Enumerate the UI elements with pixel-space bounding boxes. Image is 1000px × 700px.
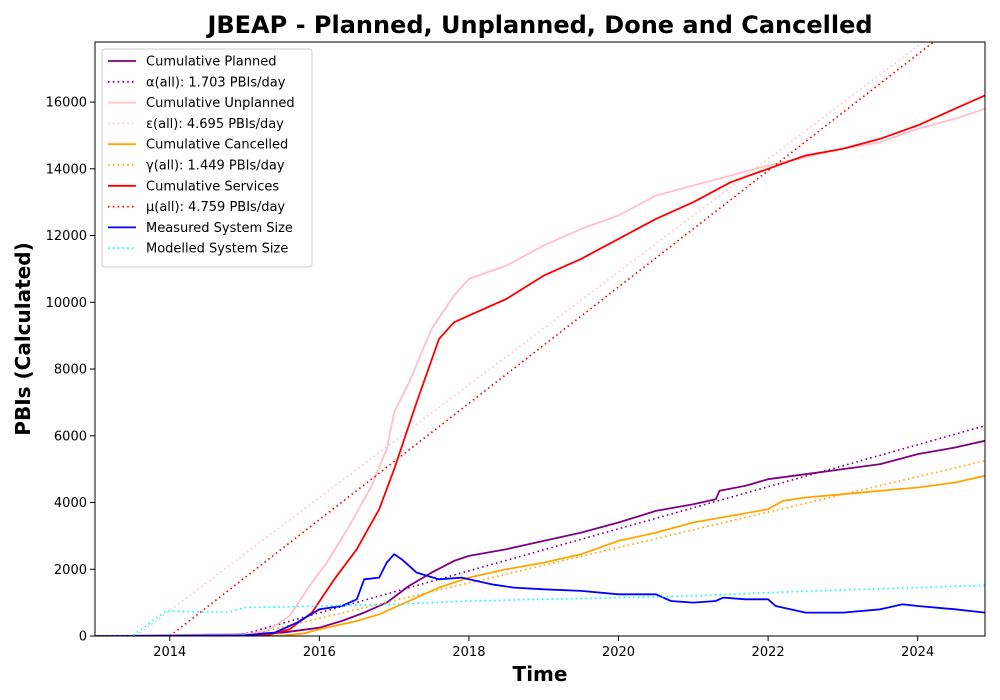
legend-label: α(all): 1.703 PBIs/day	[146, 75, 286, 90]
y-tick-label: 4000	[54, 496, 87, 511]
chart-title: JBEAP - Planned, Unplanned, Done and Can…	[205, 11, 872, 39]
series-line-5	[244, 460, 985, 636]
y-tick-label: 6000	[54, 429, 87, 444]
x-tick-label: 2018	[452, 645, 485, 660]
y-axis: 0 2000 4000 6000 8000 10000 12000 14000 16000	[46, 96, 95, 645]
legend: Cumulative Planned α(all): 1.703 PBIs/day…	[101, 48, 313, 268]
y-tick-label: 2000	[54, 563, 87, 578]
x-axis: 2014 2016 2018 2020 2022 2024	[153, 636, 934, 660]
legend-label: Modelled System Size	[146, 242, 288, 257]
y-tick-label: 10000	[46, 296, 87, 311]
series-line-7	[169, 42, 935, 636]
y-tick-label: 14000	[46, 162, 87, 177]
series-line-6	[95, 94, 985, 636]
x-tick-label: 2016	[303, 645, 336, 660]
y-tick-label: 16000	[46, 96, 87, 111]
legend-box	[101, 48, 313, 268]
legend-label: Cumulative Services	[146, 179, 279, 194]
series-layer	[95, 42, 985, 636]
plot-frame	[94, 41, 986, 637]
legend-label: Measured System Size	[146, 221, 293, 236]
series-line-8	[95, 553, 985, 636]
legend-label: ε(all): 4.695 PBIs/day	[146, 117, 284, 132]
y-tick-label: 12000	[46, 229, 87, 244]
x-tick-label: 2020	[602, 645, 635, 660]
series-line-0	[95, 439, 985, 636]
legend-label: γ(all): 1.449 PBIs/day	[146, 159, 285, 174]
x-axis-label: Time	[513, 662, 568, 686]
legend-label: Cumulative Cancelled	[146, 138, 288, 153]
legend-label: Cumulative Planned	[146, 55, 276, 70]
y-axis-label: PBIs (Calculated)	[11, 242, 35, 435]
x-tick-label: 2022	[752, 645, 785, 660]
legend-label: Cumulative Unplanned	[146, 96, 295, 111]
y-tick-label: 8000	[54, 363, 87, 378]
y-tick-label: 0	[79, 630, 87, 645]
x-tick-label: 2024	[901, 645, 934, 660]
x-tick-label: 2014	[153, 645, 186, 660]
legend-label: μ(all): 4.759 PBIs/day	[146, 200, 285, 215]
